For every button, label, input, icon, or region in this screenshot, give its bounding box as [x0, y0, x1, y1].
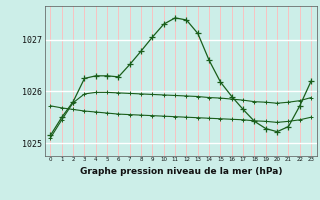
X-axis label: Graphe pression niveau de la mer (hPa): Graphe pression niveau de la mer (hPa): [80, 167, 282, 176]
